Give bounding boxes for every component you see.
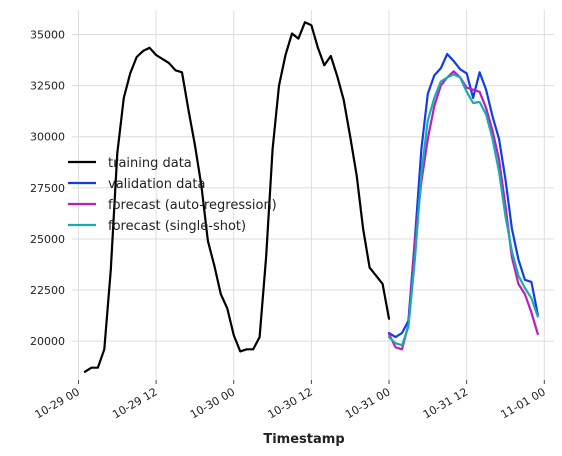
x-tick-label: 11-01 00	[498, 385, 547, 421]
y-axis: 20000 22500 25000 27500 30000 32500 35000	[30, 29, 65, 349]
y-tick-label: 32500	[30, 80, 65, 93]
y-tick-label: 20000	[30, 335, 65, 348]
x-tick-label: 10-31 00	[343, 385, 392, 421]
y-tick-label: 27500	[30, 182, 65, 195]
legend-label: validation data	[108, 177, 205, 192]
y-tick-label: 30000	[30, 131, 65, 144]
y-tick-label: 22500	[30, 284, 65, 297]
legend-label: forecast (auto-regression)	[108, 198, 277, 213]
y-tick-label: 35000	[30, 29, 65, 42]
grid	[72, 10, 554, 380]
y-tick-label: 25000	[30, 233, 65, 246]
legend-label: forecast (single-shot)	[108, 219, 246, 234]
x-tick-label: 10-30 12	[266, 385, 315, 421]
x-tick-label: 10-31 12	[421, 385, 470, 421]
legend: training data validation data forecast (au…	[68, 156, 277, 234]
x-tick-label: 10-29 00	[33, 385, 82, 421]
x-tick-label: 10-30 00	[188, 385, 237, 421]
series-layer	[83, 21, 539, 373]
x-tick-label: 10-29 12	[110, 385, 159, 421]
x-axis-title: Timestamp	[263, 432, 344, 447]
series-line-training-data	[83, 21, 391, 373]
series-line-forecast-single-shot	[387, 73, 539, 347]
legend-label: training data	[108, 156, 192, 171]
x-axis: 10-29 00 10-29 12 10-30 00 10-30 12 10-31 00…	[33, 380, 548, 421]
